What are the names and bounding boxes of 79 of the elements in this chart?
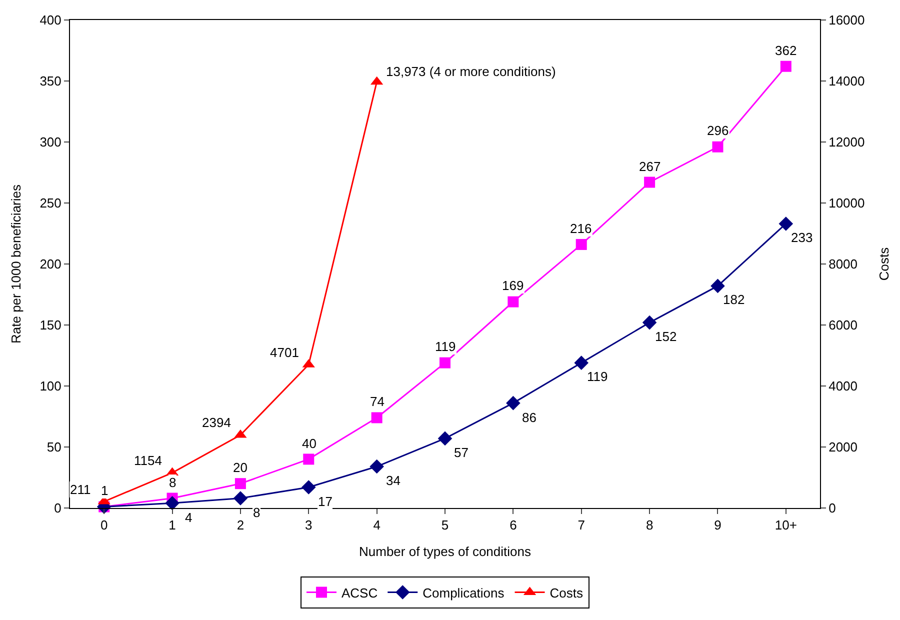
- y-tick-label: 100: [40, 378, 62, 394]
- point: [371, 412, 382, 424]
- point: [438, 431, 452, 446]
- data-label: 20: [233, 460, 248, 475]
- y-axis-title: Rate per 1000 beneficiaries: [8, 184, 24, 344]
- data-label: 362: [775, 43, 797, 58]
- data-label: 182: [723, 292, 745, 307]
- x-tick-label: 3: [305, 518, 312, 533]
- legend-label: Costs: [550, 585, 584, 600]
- y2-tick-label: 12000: [828, 134, 865, 150]
- data-label: 216: [570, 221, 592, 236]
- x-tick-label: 8: [646, 518, 654, 533]
- point: [301, 480, 316, 494]
- x-axis-title: Number of types of conditions: [359, 544, 532, 560]
- data-label: 86: [522, 410, 536, 425]
- data-label: 4701: [270, 345, 299, 360]
- y-tick-label: 400: [40, 12, 62, 28]
- point: [574, 356, 589, 370]
- data-label: 1: [101, 483, 108, 498]
- x-tick-label: 6: [510, 518, 517, 533]
- y-tick-label: 300: [40, 134, 62, 150]
- y2-tick-label: 8000: [828, 256, 858, 272]
- y-tick-label: 150: [40, 318, 62, 333]
- x-tick-label: 10+: [774, 518, 797, 533]
- y-tick-label: 250: [40, 196, 62, 211]
- data-label: 13,973 (4 or more conditions): [386, 64, 556, 79]
- point: [778, 216, 794, 231]
- y-tick-label: 200: [40, 256, 62, 272]
- point: [642, 315, 657, 330]
- point: [234, 478, 246, 490]
- x-tick-label: 5: [441, 518, 449, 533]
- point: [165, 496, 180, 510]
- x-tick-label: 0: [100, 518, 108, 533]
- point: [303, 454, 314, 465]
- data-label: 57: [454, 445, 468, 460]
- y2-tick-label: 16000: [828, 12, 865, 28]
- data-label: 8: [169, 475, 176, 490]
- data-label: 1154: [134, 453, 162, 468]
- y-tick-label: 0: [54, 500, 62, 516]
- point: [370, 459, 384, 474]
- data-label: 152: [655, 329, 677, 344]
- point: [440, 357, 450, 368]
- y2-tick-label: 0: [828, 500, 836, 516]
- point: [576, 238, 587, 250]
- y2-tick-label: 4000: [828, 378, 858, 394]
- y2-tick-label: 6000: [828, 318, 858, 333]
- data-label: 119: [587, 369, 608, 384]
- data-label: 267: [639, 159, 661, 174]
- data-label: 34: [386, 473, 400, 488]
- point: [712, 141, 724, 152]
- y2-tick-label: 10000: [828, 196, 865, 211]
- x-tick-label: 2: [236, 518, 244, 533]
- x-tick-label: 1: [168, 518, 176, 533]
- legend-label: Complications: [422, 585, 505, 600]
- point: [506, 396, 520, 410]
- y-tick-label: 50: [46, 440, 62, 455]
- data-label: 233: [791, 230, 813, 245]
- data-label: 296: [707, 123, 729, 138]
- point: [644, 176, 656, 188]
- data-label: 74: [370, 394, 384, 409]
- data-label: 119: [435, 339, 456, 354]
- x-tick-label: 7: [578, 518, 585, 533]
- y-tick-label: 350: [40, 74, 62, 89]
- data-label: 2394: [202, 415, 231, 430]
- x-tick-label: 9: [714, 518, 722, 533]
- data-label: 17: [318, 494, 332, 509]
- y2-tick-label: 14000: [828, 74, 865, 89]
- point: [780, 60, 792, 72]
- data-label: 211: [70, 482, 91, 497]
- data-label: 40: [302, 436, 316, 451]
- point: [508, 296, 519, 308]
- point: [233, 491, 248, 506]
- y2-tick-label: 2000: [828, 440, 858, 455]
- legend-label: ACSC: [342, 585, 378, 600]
- data-label: 8: [253, 505, 260, 520]
- y2-axis-title: Costs: [876, 246, 892, 281]
- x-tick-label: 4: [373, 518, 380, 533]
- point: [710, 278, 725, 294]
- data-label: 169: [502, 278, 524, 293]
